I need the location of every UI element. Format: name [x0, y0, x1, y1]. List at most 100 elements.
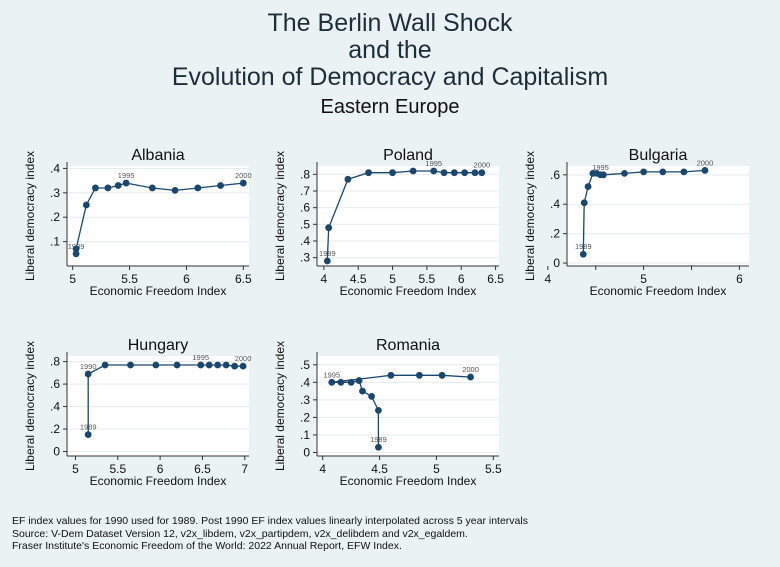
- data-point: [375, 406, 382, 414]
- x-tick-label: 4: [319, 462, 326, 476]
- panel-title: Hungary: [128, 337, 188, 354]
- y-tick-label: .4: [50, 161, 60, 175]
- data-point: [359, 387, 366, 395]
- plot-area: [67, 166, 249, 266]
- data-point: [580, 199, 588, 207]
- y-tick-label: 0: [53, 445, 60, 459]
- y-axis-label: Liberal democracy index: [23, 151, 37, 281]
- data-point: [461, 169, 469, 177]
- x-tick-label: 5.5: [121, 272, 138, 286]
- data-point: [152, 361, 160, 369]
- y-tick-label: .4: [50, 400, 60, 414]
- y-tick-label: .7: [300, 184, 310, 198]
- point-label: 1995: [118, 171, 135, 180]
- x-axis-label: Economic Freedom Index: [340, 284, 477, 298]
- figure-title: The Berlin Wall Shock and the Evolution …: [0, 10, 780, 119]
- data-point: [148, 184, 156, 192]
- data-point: [375, 443, 382, 451]
- data-point: [101, 361, 109, 369]
- data-point: [368, 392, 375, 400]
- data-point: [347, 378, 355, 386]
- x-tick-label: 6.5: [487, 272, 504, 286]
- x-tick-label: 4.5: [350, 272, 367, 286]
- data-point: [337, 378, 345, 386]
- data-point: [389, 169, 396, 177]
- panel-title: Romania: [376, 337, 440, 354]
- y-tick-label: .3: [300, 393, 310, 407]
- y-tick-label: .5: [300, 217, 310, 231]
- y-axis-label: Liberal democracy index: [273, 151, 287, 281]
- y-tick-label: .6: [550, 168, 560, 182]
- data-point: [584, 183, 592, 190]
- data-point: [621, 169, 628, 177]
- plot-area: [567, 166, 749, 266]
- x-tick-label: 6: [736, 272, 743, 286]
- plot-area: [67, 356, 249, 456]
- x-tick-label: 4: [544, 272, 551, 286]
- data-point: [171, 186, 179, 194]
- y-tick-label: 0: [553, 256, 560, 270]
- point-label: 1989: [80, 423, 97, 432]
- point-label: 1989: [575, 242, 592, 251]
- x-tick-label: 5: [640, 272, 647, 286]
- x-tick-label: 6: [458, 272, 465, 286]
- point-label: 2000: [235, 354, 252, 363]
- point-label: 1989: [370, 435, 387, 444]
- panel-bulgaria: 4 5 6 0 .2 .4 .6 Bulgaria Economic Freedom Index…: [523, 147, 749, 298]
- plot-area: [317, 356, 499, 456]
- x-tick-label: 4.5: [371, 462, 388, 476]
- x-tick-label: 7: [241, 462, 248, 476]
- data-point: [640, 168, 648, 176]
- data-point: [127, 361, 134, 369]
- data-point: [344, 175, 352, 183]
- data-point: [579, 250, 587, 258]
- y-tick-label: .8: [300, 167, 310, 181]
- y-tick-label: .1: [300, 428, 310, 442]
- data-point: [222, 361, 230, 369]
- panel-poland: 4 4.5 5 5.5 6 6.5 .3 .4 .5 .6 .7 .8 Poland Economic F…: [273, 147, 504, 298]
- data-point: [239, 362, 247, 370]
- panel-romania: 4 4.5 5 5.5 0 .1 .2 .3 .4 .5 Romania Economic Freed…: [273, 337, 502, 488]
- point-label: 1990: [80, 362, 97, 371]
- x-tick-label: 6: [157, 462, 164, 476]
- y-tick-label: .3: [300, 251, 310, 265]
- x-tick-label: 5.5: [485, 462, 502, 476]
- point-label: 2000: [697, 158, 714, 167]
- figure-subtitle: Eastern Europe: [320, 96, 460, 118]
- note-line-3: Fraser Institute's Economic Freedom of t…: [12, 540, 402, 552]
- x-tick-label: 5.5: [109, 462, 126, 476]
- data-point: [409, 167, 417, 175]
- data-point: [72, 245, 80, 253]
- y-tick-label: 0: [303, 445, 310, 459]
- data-point: [659, 168, 667, 176]
- data-point: [430, 167, 438, 175]
- point-label: 1989: [319, 249, 336, 258]
- panel-hungary: 5 5.5 6 6.5 7 0 .2 .4 .6 .8 Hungary Economic Freedo…: [23, 337, 251, 488]
- panel-title: Bulgaria: [629, 147, 688, 164]
- x-tick-label: 6.5: [235, 272, 252, 286]
- data-point: [82, 201, 90, 209]
- series-line: [75, 182, 244, 254]
- y-tick-label: .4: [300, 375, 310, 389]
- y-tick-label: .6: [50, 377, 60, 391]
- y-tick-label: .3: [50, 186, 60, 200]
- data-point: [323, 257, 331, 265]
- panel-title: Albania: [131, 147, 184, 164]
- x-tick-label: 6: [183, 272, 190, 286]
- x-axis-label: Economic Freedom Index: [90, 284, 227, 298]
- x-tick-label: 6.5: [194, 462, 211, 476]
- point-label: 1995: [323, 370, 340, 379]
- data-point: [438, 371, 446, 379]
- data-point: [440, 169, 448, 177]
- data-point: [328, 378, 336, 386]
- point-label: 1995: [592, 163, 609, 172]
- point-label: 2000: [235, 171, 252, 180]
- data-point: [450, 169, 458, 177]
- x-axis-label: Economic Freedom Index: [340, 474, 477, 488]
- data-point: [217, 182, 224, 189]
- data-point: [325, 224, 333, 232]
- y-tick-label: .2: [50, 422, 60, 436]
- x-axis-label: Economic Freedom Index: [90, 474, 227, 488]
- plot-area: [317, 166, 499, 266]
